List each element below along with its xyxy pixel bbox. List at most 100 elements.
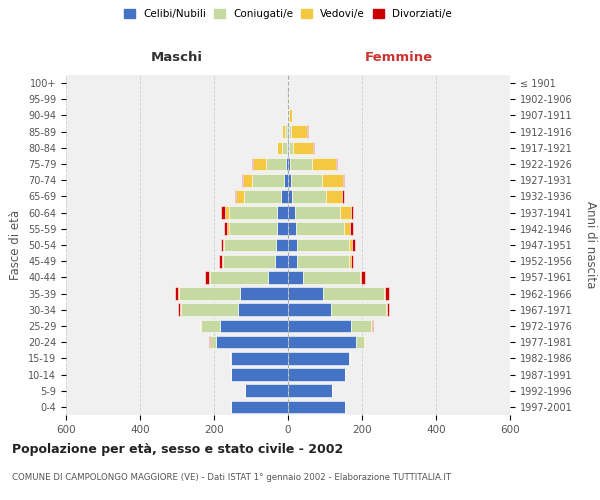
Bar	[223, 238, 224, 252]
Bar	[287, 126, 288, 138]
Bar	[230, 352, 288, 364]
Bar	[290, 126, 307, 138]
Y-axis label: Anni di nascita: Anni di nascita	[584, 202, 597, 288]
Bar	[222, 255, 223, 268]
Bar	[221, 206, 225, 219]
Bar	[289, 142, 293, 154]
Bar	[178, 304, 180, 316]
Bar	[384, 288, 385, 300]
Bar	[219, 255, 222, 268]
Bar	[175, 288, 178, 300]
Bar	[288, 206, 295, 219]
Bar	[364, 336, 365, 348]
Bar	[243, 174, 252, 186]
Bar	[352, 238, 355, 252]
Bar	[286, 126, 287, 138]
Bar	[288, 304, 331, 316]
Bar	[236, 190, 244, 202]
Text: COMUNE DI CAMPOLONGO MAGGIORE (VE) - Dati ISTAT 1° gennaio 2002 - Elaborazione T: COMUNE DI CAMPOLONGO MAGGIORE (VE) - Dat…	[12, 472, 451, 482]
Bar	[277, 206, 288, 219]
Bar	[283, 142, 287, 154]
Bar	[245, 384, 288, 397]
Bar	[288, 190, 292, 202]
Bar	[224, 222, 227, 235]
Bar	[336, 158, 337, 170]
Bar	[288, 271, 303, 283]
Bar	[220, 320, 288, 332]
Bar	[288, 384, 332, 397]
Bar	[244, 190, 281, 202]
Bar	[295, 206, 340, 219]
Bar	[227, 222, 229, 235]
Bar	[371, 320, 372, 332]
Bar	[178, 288, 179, 300]
Bar	[386, 304, 387, 316]
Bar	[283, 126, 286, 138]
Bar	[360, 271, 361, 283]
Bar	[287, 109, 288, 122]
Bar	[351, 206, 353, 219]
Bar	[387, 304, 389, 316]
Bar	[331, 304, 386, 316]
Bar	[356, 336, 364, 348]
Bar	[209, 336, 210, 348]
Bar	[291, 174, 322, 186]
Bar	[361, 271, 365, 283]
Bar	[372, 320, 373, 332]
Bar	[349, 238, 352, 252]
Bar	[326, 190, 343, 202]
Bar	[349, 352, 350, 364]
Bar	[288, 142, 289, 154]
Bar	[224, 238, 276, 252]
Bar	[238, 304, 288, 316]
Bar	[312, 158, 336, 170]
Bar	[223, 255, 275, 268]
Bar	[179, 288, 240, 300]
Bar	[288, 320, 351, 332]
Bar	[266, 158, 286, 170]
Bar	[288, 238, 297, 252]
Bar	[293, 142, 313, 154]
Bar	[323, 288, 384, 300]
Bar	[297, 255, 349, 268]
Bar	[290, 158, 312, 170]
Bar	[268, 271, 288, 283]
Bar	[307, 126, 308, 138]
Bar	[230, 400, 288, 413]
Bar	[385, 288, 389, 300]
Bar	[351, 255, 353, 268]
Bar	[313, 142, 314, 154]
Bar	[277, 142, 283, 154]
Bar	[225, 206, 229, 219]
Bar	[292, 190, 326, 202]
Bar	[235, 190, 236, 202]
Bar	[210, 271, 268, 283]
Bar	[289, 109, 292, 122]
Bar	[180, 304, 181, 316]
Bar	[210, 336, 216, 348]
Bar	[276, 238, 288, 252]
Bar	[288, 93, 289, 106]
Bar	[289, 126, 290, 138]
Bar	[181, 304, 238, 316]
Bar	[242, 174, 243, 186]
Bar	[288, 336, 356, 348]
Bar	[288, 158, 290, 170]
Bar	[343, 174, 344, 186]
Legend: Celibi/Nubili, Coniugati/e, Vedovi/e, Divorziati/e: Celibi/Nubili, Coniugati/e, Vedovi/e, Di…	[120, 5, 456, 24]
Text: Femmine: Femmine	[365, 50, 433, 64]
Bar	[288, 400, 346, 413]
Bar	[288, 352, 349, 364]
Bar	[286, 158, 288, 170]
Bar	[284, 174, 288, 186]
Bar	[200, 320, 201, 332]
Bar	[240, 288, 288, 300]
Bar	[288, 222, 296, 235]
Bar	[303, 271, 360, 283]
Text: Popolazione per età, sesso e stato civile - 2002: Popolazione per età, sesso e stato civil…	[12, 442, 343, 456]
Bar	[288, 255, 297, 268]
Bar	[349, 255, 351, 268]
Bar	[205, 271, 209, 283]
Bar	[275, 255, 288, 268]
Bar	[344, 222, 350, 235]
